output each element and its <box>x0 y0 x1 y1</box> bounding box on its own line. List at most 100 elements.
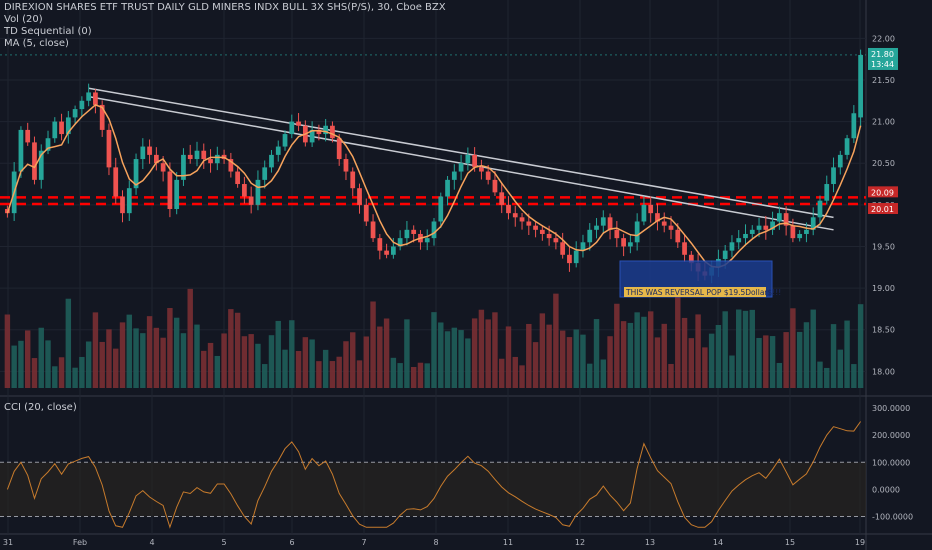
volume-bar <box>817 361 823 388</box>
volume-bar <box>830 324 837 388</box>
candle-body <box>837 154 843 168</box>
candle-body <box>743 233 748 239</box>
candle-body <box>309 129 315 143</box>
volume-bar <box>295 351 302 388</box>
candle-body <box>201 150 207 160</box>
cci-tick-label: 300.0000 <box>872 404 910 413</box>
price-tick-label: 22.00 <box>872 34 895 43</box>
trendline-upper <box>88 87 834 219</box>
volume-bar <box>268 335 275 388</box>
annotation-label-bg <box>624 287 766 297</box>
volume-bar <box>675 292 681 388</box>
candle-body <box>479 167 484 172</box>
cci-tick-label: 0.0000 <box>872 485 900 494</box>
volume-bar <box>146 316 153 388</box>
volume-bar <box>417 362 424 388</box>
candle-body <box>384 250 389 255</box>
price-tick-label: 18.00 <box>872 367 895 376</box>
volume-bar <box>221 333 227 388</box>
volume-bar <box>228 309 234 388</box>
volume-bar <box>309 339 315 388</box>
candle-body <box>336 138 342 160</box>
candle-body <box>661 221 667 226</box>
candle-body <box>621 238 626 247</box>
candle-body <box>181 154 186 180</box>
last-price-label: 21.80 <box>871 50 894 59</box>
volume-bar <box>363 336 369 388</box>
candle-body <box>18 129 24 172</box>
candle-body <box>269 154 274 168</box>
volume-bars <box>4 288 864 388</box>
candle-body <box>343 159 349 172</box>
candle-body <box>140 146 146 160</box>
candle-body <box>86 92 92 101</box>
volume-bar <box>580 334 586 388</box>
candle-body <box>316 129 322 135</box>
volume-bar <box>661 323 667 388</box>
volume-bar <box>275 320 281 388</box>
candle-body <box>72 109 78 118</box>
td-sequential-legend: TD Sequential (0) <box>4 26 92 37</box>
candle-body <box>797 233 803 239</box>
candle-body <box>377 238 383 251</box>
candle-body <box>431 221 437 239</box>
candle-body <box>65 117 71 135</box>
candle-body <box>675 229 681 243</box>
candle-body <box>573 250 579 264</box>
level-tag-upper-bg <box>868 186 898 198</box>
volume-bar <box>844 320 850 388</box>
volume-bar <box>410 366 417 388</box>
volume-bar <box>52 366 58 388</box>
volume-bar <box>451 327 458 388</box>
candle-body <box>363 204 369 222</box>
candle-body <box>506 204 511 214</box>
cci-line <box>6 421 862 529</box>
volume-bar <box>512 356 518 388</box>
candle-body <box>817 200 823 218</box>
candle-body <box>526 221 532 226</box>
candle-body <box>519 217 525 222</box>
candle-body <box>614 229 620 239</box>
volume-bar <box>763 335 769 388</box>
candle-body <box>499 192 505 205</box>
candle-body <box>763 225 769 230</box>
candle-body <box>539 229 545 234</box>
candle-body <box>167 171 173 209</box>
chart-title: DIREXION SHARES ETF TRUST DAILY GLD MINE… <box>4 2 446 13</box>
volume-bar <box>458 330 464 388</box>
candle-body <box>594 225 599 230</box>
price-tick-label: 20.50 <box>872 159 895 168</box>
volume-bar <box>377 326 383 388</box>
volume-bar <box>241 336 248 388</box>
volume-bar <box>424 363 430 388</box>
volume-bar <box>316 361 322 388</box>
price-tick-label: 21.50 <box>872 76 895 85</box>
volume-bar <box>776 362 783 388</box>
candle-body <box>153 154 159 164</box>
cci-tick-label: 100.0000 <box>872 458 910 467</box>
volume-bar <box>553 293 559 388</box>
volume-bar <box>810 309 816 388</box>
volume-bar <box>708 333 715 388</box>
volume-bar <box>695 314 701 388</box>
candle-body <box>296 121 301 126</box>
volume-bar <box>627 322 634 388</box>
time-tick-label: 4 <box>149 538 154 547</box>
candle-body <box>682 242 687 255</box>
volume-bar <box>201 350 207 388</box>
time-tick-label: 7 <box>361 538 366 547</box>
candle-body <box>289 121 295 135</box>
volume-bar <box>783 332 789 388</box>
candle-body <box>397 238 403 247</box>
volume-bar <box>851 364 857 388</box>
candle-body <box>810 217 816 230</box>
candle-body <box>567 254 572 264</box>
time-tick-label: 5 <box>221 538 226 547</box>
candle-body <box>262 167 268 180</box>
volume-bar <box>431 312 437 388</box>
time-tick-label: 8 <box>433 538 438 547</box>
candle-body <box>492 179 498 193</box>
candle-body <box>391 246 396 255</box>
volume-bar <box>742 310 749 388</box>
